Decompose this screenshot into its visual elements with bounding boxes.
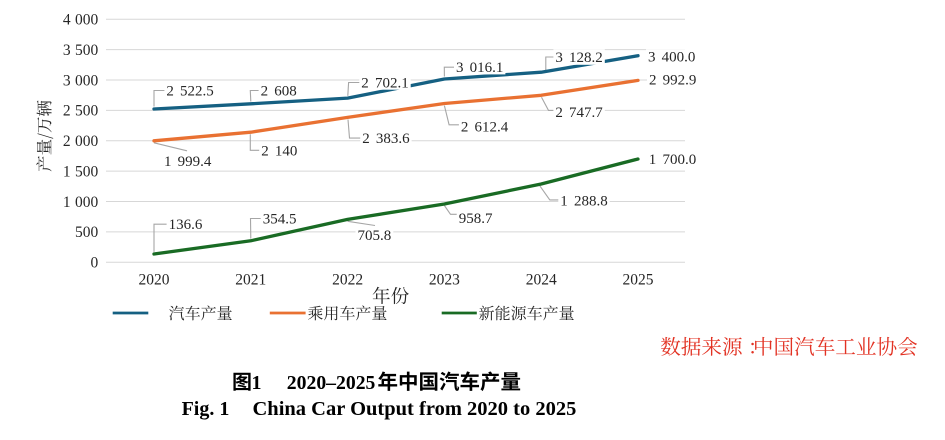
svg-text:2021: 2021 [235,272,266,289]
svg-text:354.5: 354.5 [263,212,297,228]
svg-text:958.7: 958.7 [459,211,493,227]
svg-text:4 000: 4 000 [63,12,99,29]
svg-text:705.8: 705.8 [358,228,392,244]
svg-text:3 500: 3 500 [63,42,99,59]
svg-text:2020: 2020 [139,272,170,289]
svg-text:2 000: 2 000 [63,133,99,150]
svg-text:2 747.7: 2 747.7 [555,105,603,121]
svg-text:3 128.2: 3 128.2 [555,50,602,66]
svg-text:2 500: 2 500 [63,103,99,120]
svg-text:China Car Output from 2020 to: China Car Output from 2020 to 2025 [253,398,577,420]
svg-text:2 608: 2 608 [261,84,297,100]
svg-text:2 992.9: 2 992.9 [649,72,696,88]
svg-text:1 000: 1 000 [63,194,99,211]
svg-text:1 288.8: 1 288.8 [560,194,607,210]
svg-text:1 999.4: 1 999.4 [164,154,212,170]
svg-text:136.6: 136.6 [169,217,203,233]
svg-text:2023: 2023 [429,272,460,289]
svg-text:3 000: 3 000 [63,72,99,89]
svg-text:2 522.5: 2 522.5 [166,84,213,100]
svg-text:2 383.6: 2 383.6 [362,131,410,147]
svg-text:2 612.4: 2 612.4 [461,120,509,136]
svg-text:2024: 2024 [526,272,557,289]
svg-text:1 500: 1 500 [63,163,99,180]
svg-text:2025: 2025 [623,272,654,289]
svg-text:3 016.1: 3 016.1 [456,60,503,76]
svg-text:0: 0 [91,255,99,272]
svg-text:3 400.0: 3 400.0 [648,49,695,65]
svg-text:2 140: 2 140 [261,143,297,159]
svg-text:1: 1 [252,372,262,394]
svg-text:500: 500 [75,224,99,241]
svg-text:Fig. 1: Fig. 1 [182,398,230,420]
svg-text:2020–2025: 2020–2025 [287,372,376,394]
svg-text:1 700.0: 1 700.0 [649,152,696,168]
svg-text:2022: 2022 [332,272,363,289]
svg-text:2 702.1: 2 702.1 [361,76,408,92]
